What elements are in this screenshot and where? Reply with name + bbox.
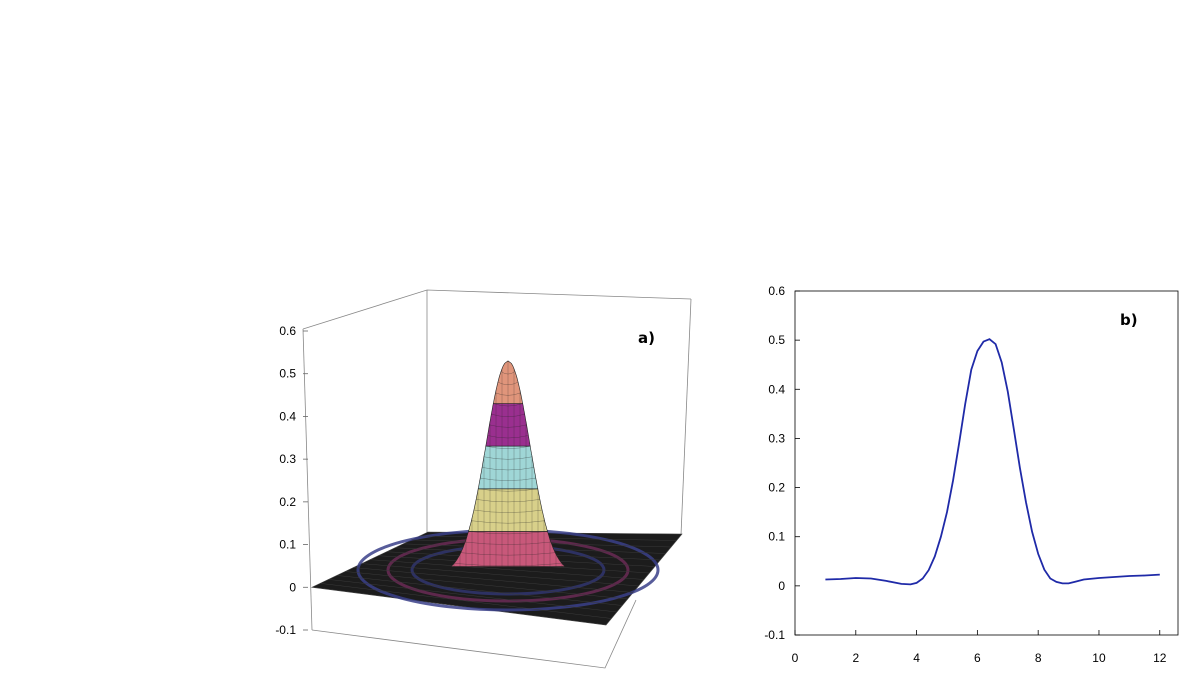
floor-mesh-line	[369, 559, 645, 580]
y-axis-ticks: 0.6 0.5 0.4 0.3 0.2 0.1 0 -0.1	[764, 284, 800, 642]
box-back-top-edge	[302, 289, 692, 330]
floor-mesh-line	[320, 583, 612, 619]
z-tick-label: 0.3	[279, 452, 296, 466]
x-axis-ticks: 0 2 4 6 8 10 12	[792, 630, 1167, 665]
floor-mesh-line	[328, 579, 617, 613]
series-line	[825, 338, 1160, 586]
surface-mesh-ring	[483, 456, 533, 460]
surface-mesh-ring	[487, 435, 529, 439]
z-tick-label: 0.2	[279, 495, 296, 509]
y-tick-label: 0.3	[768, 431, 785, 445]
z-axis-ticks: 0.6 0.5 0.4 0.3 0.2 0.1 0 -0.1	[275, 324, 308, 637]
y-tick-label: 0.1	[768, 530, 785, 544]
x-tick-label: 6	[974, 651, 981, 665]
surface-bounding-box	[302, 289, 692, 669]
floor-mesh-line	[345, 571, 628, 600]
x-tick-label: 8	[1035, 651, 1042, 665]
x-tick-label: 2	[852, 651, 859, 665]
surface-mesh-ring	[489, 424, 527, 428]
surface-plot-panel: 0.6 0.5 0.4 0.3 0.2 0.1 0 -0.1 a)	[275, 289, 692, 669]
box-bottom-edge	[311, 599, 637, 669]
x-tick-label: 12	[1153, 651, 1167, 665]
z-tick-label: 0.4	[279, 409, 296, 423]
surface-mesh-ring	[478, 488, 538, 492]
plot-frame	[794, 290, 1179, 636]
surface-mesh-ring	[495, 392, 521, 396]
x-tick-label: 10	[1092, 651, 1106, 665]
surface-mesh-ring	[500, 371, 516, 375]
panel-label-b: b)	[1120, 311, 1138, 329]
line-chart-axes	[794, 290, 1179, 636]
box-right-vertical-edge	[680, 298, 692, 536]
y-tick-label: 0.2	[768, 481, 785, 495]
floor-mesh-line	[353, 567, 634, 593]
z-tick-label: 0	[289, 580, 296, 594]
z-tick-label: -0.1	[275, 623, 296, 637]
y-tick-label: -0.1	[764, 628, 785, 642]
z-tick-label: 0.1	[279, 538, 296, 552]
surface-mesh-ring	[468, 531, 548, 535]
surface-mesh-ring	[493, 403, 523, 407]
y-tick-label: 0.5	[768, 333, 785, 347]
z-tick-label: 0.6	[279, 324, 296, 338]
x-tick-label: 4	[913, 651, 920, 665]
surface-mesh-ring	[473, 509, 543, 513]
x-tick-label: 0	[792, 651, 799, 665]
surface-peak	[447, 360, 569, 574]
floor-mesh-line	[336, 575, 623, 606]
surface-mesh-ring	[471, 520, 545, 524]
surface-mesh-ring	[454, 563, 562, 567]
surface-mesh-ring	[465, 541, 551, 545]
surface-mesh-ring	[480, 477, 536, 481]
surface-mesh-ring	[491, 413, 525, 417]
z-tick-label: 0.5	[279, 367, 296, 381]
y-tick-label: 0	[778, 579, 785, 593]
surface-mesh-ring	[460, 552, 556, 556]
y-tick-label: 0.6	[768, 284, 785, 298]
floor-mesh-line	[361, 563, 639, 587]
z-axis-line	[302, 328, 313, 631]
surface-mesh-ring	[497, 382, 519, 385]
surface-mesh-ring	[482, 467, 534, 471]
surface-mesh-ring	[485, 445, 531, 449]
line-chart-panel: 0 2 4 6 8 10 12 0.6 0.5 0.4 0.3 0.2 0.1 0 -0.1 b)	[764, 284, 1179, 665]
y-tick-label: 0.4	[768, 382, 785, 396]
surface-mesh-ring	[476, 499, 540, 503]
panel-label-a: a)	[638, 329, 655, 347]
